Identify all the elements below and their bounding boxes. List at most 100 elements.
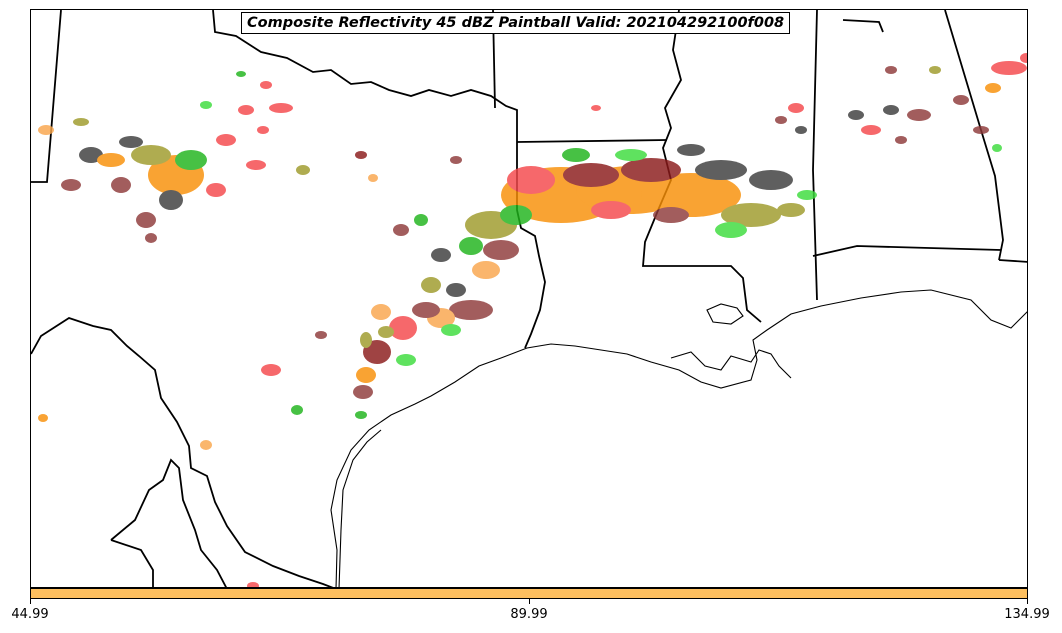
storm-blob	[175, 150, 207, 170]
storm-blob	[296, 165, 310, 175]
storm-blob	[260, 81, 272, 89]
storm-blob	[38, 414, 48, 422]
storm-blob	[848, 110, 864, 120]
map-title: Composite Reflectivity 45 dBZ Paintball …	[241, 12, 791, 34]
colorbar-tick-label-mid: 89.99	[510, 607, 548, 622]
storm-blob	[368, 174, 378, 182]
storm-blob	[61, 179, 81, 191]
storm-blob	[653, 207, 689, 223]
storm-blob	[355, 411, 367, 419]
lake-pontchartrain	[706, 303, 744, 325]
storm-blob	[247, 582, 259, 587]
colorbar	[30, 588, 1028, 599]
storm-blob	[421, 277, 441, 293]
storm-blob	[355, 151, 367, 159]
storm-blob	[257, 126, 269, 134]
mexico-state-line-1	[110, 458, 227, 587]
storm-blobs	[38, 53, 1027, 587]
ar-la-boundary	[516, 139, 668, 143]
storm-blob	[291, 405, 303, 415]
storm-blob	[353, 385, 373, 399]
storm-blob	[206, 183, 226, 197]
storm-blob	[449, 300, 493, 320]
storm-blob	[677, 144, 705, 156]
storm-blob	[1020, 53, 1027, 63]
storm-blob	[356, 367, 376, 383]
storm-blob	[562, 148, 590, 162]
storm-blob	[621, 158, 681, 182]
storm-blob	[907, 109, 931, 121]
ms-al-boundary	[812, 10, 818, 301]
storm-blob	[985, 83, 1001, 93]
storm-blob	[563, 163, 619, 187]
storm-blob	[315, 331, 327, 339]
fl-ga-boundary	[998, 259, 1027, 263]
storm-blob	[507, 166, 555, 194]
storm-blob	[591, 105, 601, 111]
colorbar-tick-1	[529, 599, 530, 604]
storm-blob	[483, 240, 519, 260]
storm-blob	[412, 302, 440, 318]
storm-blob	[991, 61, 1027, 75]
storm-blob	[749, 170, 793, 190]
storm-blob	[393, 224, 409, 236]
storm-blob	[261, 364, 281, 376]
storm-blob	[79, 147, 103, 163]
storm-blob	[715, 222, 747, 238]
storm-blob	[200, 101, 212, 109]
storm-blob	[159, 190, 183, 210]
storm-blob	[895, 136, 907, 144]
storm-blob	[929, 66, 941, 74]
storm-blob	[591, 201, 631, 219]
storm-blob	[216, 134, 236, 146]
storm-blob	[450, 156, 462, 164]
storm-blob	[145, 233, 157, 243]
red-river-boundary	[212, 10, 518, 144]
storm-blob	[378, 326, 394, 338]
storm-blob	[38, 125, 54, 135]
storm-blob	[97, 153, 125, 167]
colorbar-tick-0	[30, 599, 31, 604]
storm-blob	[371, 304, 391, 320]
storm-blob	[973, 126, 989, 134]
storm-blob	[885, 66, 897, 74]
storm-blob	[441, 324, 461, 336]
storm-blob	[236, 71, 246, 77]
storm-blob	[883, 105, 899, 115]
al-ga-boundary	[944, 10, 1004, 261]
rio-grande-border	[31, 317, 334, 587]
storm-blob	[795, 126, 807, 134]
storm-blob	[797, 190, 817, 200]
storm-blob	[500, 205, 532, 225]
storm-blob	[360, 332, 372, 348]
storm-blob	[414, 214, 428, 226]
storm-blob	[389, 316, 417, 340]
storm-blob	[459, 237, 483, 255]
tn-boundary	[842, 19, 884, 33]
storm-blob	[136, 212, 156, 228]
nm-tx-boundary	[31, 10, 62, 183]
storm-blob	[111, 177, 131, 193]
storm-blob	[131, 145, 171, 165]
barrier-island	[338, 429, 382, 587]
storm-blob	[695, 160, 747, 180]
colorbar-tick-2	[1027, 599, 1028, 604]
storm-blob	[615, 149, 647, 161]
storm-blob	[431, 248, 451, 262]
boundary-lines	[31, 10, 1027, 587]
storm-blob	[119, 136, 143, 148]
texas-coast	[330, 289, 1027, 587]
reflectivity-map	[31, 10, 1027, 587]
storm-blob	[788, 103, 804, 113]
delta-outline	[670, 349, 792, 379]
colorbar-tick-label-max: 134.99	[1004, 607, 1050, 622]
storm-blob	[246, 160, 266, 170]
storm-blob	[200, 440, 212, 450]
storm-blob	[446, 283, 466, 297]
storm-blob	[238, 105, 254, 115]
storm-blob	[721, 203, 781, 227]
map-panel	[30, 9, 1028, 588]
storm-blob	[641, 173, 741, 217]
storm-blob	[472, 261, 500, 279]
storm-blob	[777, 203, 805, 217]
